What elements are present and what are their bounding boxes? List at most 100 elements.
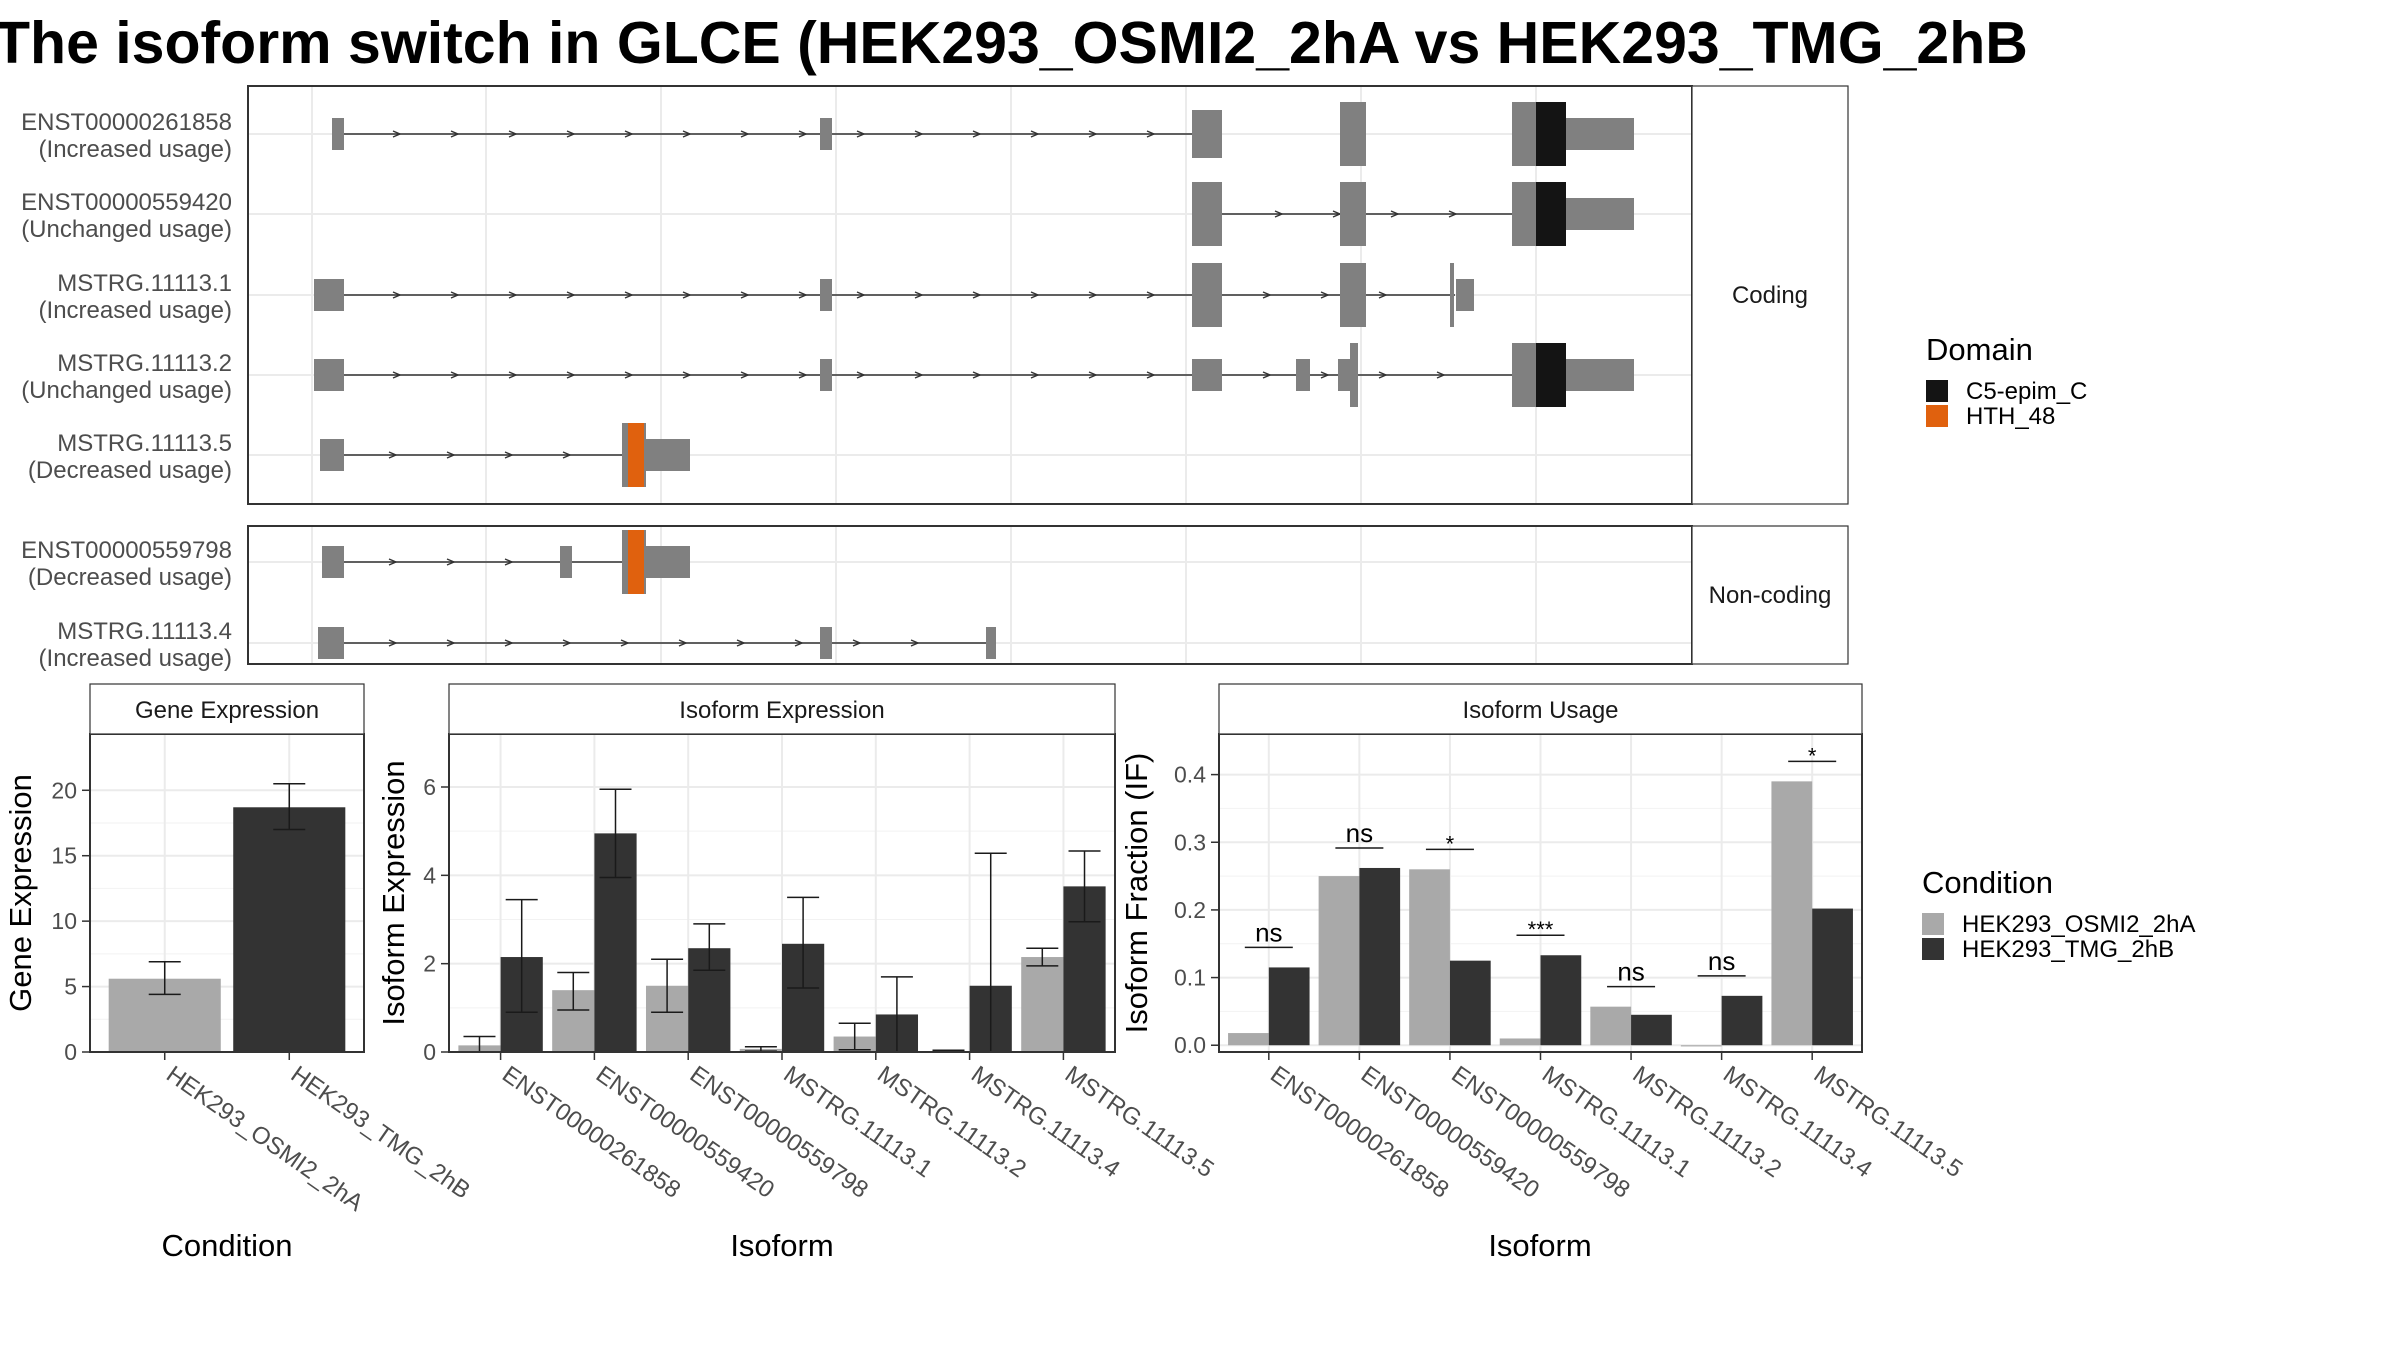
y-tick-label: 10 bbox=[51, 908, 77, 934]
condition-legend-title: Condition bbox=[1922, 865, 2053, 900]
domain-legend-label: HTH_48 bbox=[1966, 403, 2055, 430]
y-tick-label: 20 bbox=[51, 777, 77, 803]
structure-facet-strip bbox=[1691, 85, 1849, 505]
exon-block bbox=[322, 546, 344, 578]
transcript-usage-label: (Decreased usage) bbox=[28, 457, 232, 484]
transcript-track bbox=[1192, 182, 1634, 246]
intron-arrow bbox=[450, 291, 460, 299]
intron-arrow bbox=[450, 371, 460, 379]
bar bbox=[1268, 967, 1310, 1046]
hth-48-domain bbox=[628, 423, 644, 487]
bar bbox=[1228, 1033, 1269, 1046]
exon-block bbox=[1562, 118, 1634, 150]
intron-arrow bbox=[388, 451, 398, 459]
significance-label: *** bbox=[1528, 917, 1554, 942]
intron-arrow bbox=[1088, 291, 1098, 299]
x-tick-label: MSTRG.11113.4 bbox=[1718, 1061, 1877, 1183]
intron-arrow bbox=[446, 558, 456, 566]
domain-legend-title: Domain bbox=[1926, 332, 2033, 367]
chart-title: Isoform Expression bbox=[679, 697, 884, 724]
intron-arrow bbox=[798, 371, 808, 379]
y-tick-label: 4 bbox=[423, 862, 436, 888]
exon-block bbox=[1192, 359, 1222, 391]
chart-title: Isoform Usage bbox=[1462, 697, 1618, 724]
intron-arrow bbox=[1390, 210, 1400, 218]
transcript-usage-label: (Increased usage) bbox=[39, 645, 232, 672]
intron-arrow bbox=[1030, 371, 1040, 379]
intron-arrow bbox=[1262, 371, 1272, 379]
bar bbox=[1721, 995, 1763, 1046]
intron-arrow bbox=[446, 639, 456, 647]
intron-arrow bbox=[682, 130, 692, 138]
facet-label: Non-coding bbox=[1709, 582, 1832, 609]
intron-arrow bbox=[1320, 291, 1330, 299]
y-axis-title: Isoform Fraction (IF) bbox=[1119, 753, 1154, 1034]
transcript-name-label: MSTRG.11113.2 bbox=[57, 350, 232, 377]
intron-arrow bbox=[566, 371, 576, 379]
bar bbox=[1318, 876, 1360, 1046]
intron-arrow bbox=[388, 639, 398, 647]
exon-block bbox=[332, 118, 344, 150]
transcript-name-label: MSTRG.11113.1 bbox=[57, 270, 232, 297]
intron-arrow bbox=[1030, 130, 1040, 138]
intron-arrow bbox=[798, 291, 808, 299]
exon-block bbox=[646, 546, 690, 578]
transcript-usage-label: (Unchanged usage) bbox=[21, 216, 232, 243]
exon-block bbox=[1340, 182, 1366, 246]
y-tick-label: 0.1 bbox=[1174, 965, 1206, 991]
exon-block bbox=[314, 359, 344, 391]
y-tick-label: 2 bbox=[423, 951, 436, 977]
intron-arrow bbox=[450, 130, 460, 138]
exon-block bbox=[820, 627, 832, 659]
x-tick-label: MSTRG.11113.1 bbox=[1537, 1061, 1696, 1183]
isoform-expression-chart: Isoform Expression0246ENST00000261858ENS… bbox=[376, 683, 1219, 1263]
exon-block bbox=[1296, 359, 1310, 391]
exon-block bbox=[1562, 359, 1634, 391]
significance-label: ns bbox=[1346, 818, 1373, 848]
facet-label: Coding bbox=[1732, 282, 1808, 309]
bar bbox=[1021, 957, 1064, 1052]
intron-arrow bbox=[504, 451, 514, 459]
intron-arrow bbox=[1378, 291, 1388, 299]
intron-arrow bbox=[388, 558, 398, 566]
intron-arrow bbox=[1146, 130, 1156, 138]
exon-block bbox=[646, 439, 690, 471]
intron-arrow bbox=[1088, 371, 1098, 379]
intron-arrow bbox=[740, 291, 750, 299]
y-tick-label: 0.2 bbox=[1174, 897, 1206, 923]
intron-arrow bbox=[504, 639, 514, 647]
intron-arrow bbox=[624, 130, 634, 138]
intron-arrow bbox=[562, 451, 572, 459]
exon-block bbox=[1456, 279, 1474, 311]
intron-arrow bbox=[682, 371, 692, 379]
transcript-name-label: ENST00000559798 bbox=[21, 537, 232, 564]
chart-title-strip bbox=[1218, 683, 1863, 735]
intron-arrow bbox=[508, 371, 518, 379]
bar bbox=[233, 807, 346, 1052]
x-tick-label: MSTRG.11113.5 bbox=[1809, 1061, 1968, 1183]
significance-label: * bbox=[1446, 831, 1455, 856]
domain-legend-swatch bbox=[1926, 380, 1948, 402]
exon-block bbox=[318, 627, 344, 659]
intron-arrow bbox=[856, 291, 866, 299]
intron-arrow bbox=[1262, 291, 1272, 299]
y-axis-title: Gene Expression bbox=[3, 774, 38, 1012]
transcript-usage-label: (Decreased usage) bbox=[28, 564, 232, 591]
y-tick-label: 0 bbox=[64, 1039, 77, 1065]
transcript-usage-label: (Increased usage) bbox=[39, 136, 232, 163]
x-tick-label: MSTRG.11113.2 bbox=[1628, 1061, 1787, 1183]
exon-block bbox=[1512, 343, 1540, 407]
exon-block bbox=[1340, 102, 1366, 166]
intron-arrow bbox=[1320, 371, 1330, 379]
transcript-name-label: ENST00000559420 bbox=[21, 189, 232, 216]
exon-block bbox=[1338, 359, 1350, 391]
condition-legend-label: HEK293_OSMI2_2hA bbox=[1962, 911, 2195, 938]
intron-arrow bbox=[1146, 371, 1156, 379]
intron-arrow bbox=[972, 371, 982, 379]
intron-arrow bbox=[566, 291, 576, 299]
transcript-track bbox=[314, 263, 1474, 327]
